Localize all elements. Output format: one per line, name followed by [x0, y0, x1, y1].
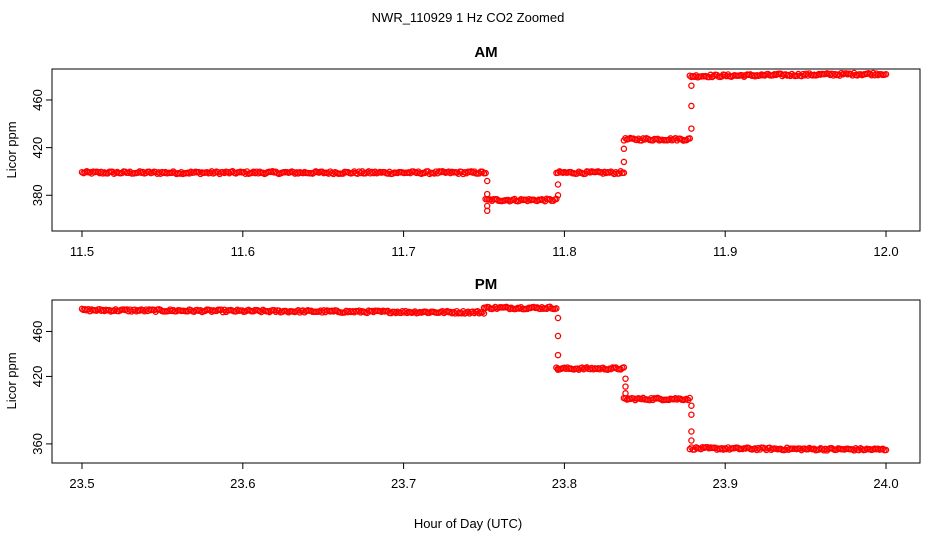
- pm-transition-point: [554, 351, 562, 359]
- pm-transition-point: [688, 428, 695, 435]
- am-transition-point: [688, 102, 695, 110]
- am-transition-point: [620, 158, 628, 166]
- pm-data-point: [882, 446, 890, 454]
- am-data-point: [482, 169, 489, 177]
- pm-transition-point: [622, 383, 629, 390]
- am-transition-point: [483, 190, 491, 198]
- am-transition-point: [483, 207, 491, 215]
- am-data-point: [683, 136, 690, 144]
- pm-data-points: [78, 303, 890, 454]
- am-transition-point: [620, 145, 628, 153]
- am-x-tick-label: 12.0: [873, 244, 898, 259]
- pm-y-tick-label: 420: [30, 366, 45, 388]
- am-data-point: [686, 135, 694, 142]
- am-transition-point: [554, 181, 562, 188]
- pm-data-point: [553, 305, 560, 312]
- pm-x-tick-label: 23.7: [391, 476, 416, 491]
- am-data-point: [617, 168, 624, 175]
- pm-transition-point: [622, 390, 629, 397]
- pm-x-tick-label: 23.8: [552, 476, 577, 491]
- pm-panel: PM Licor ppm 23.5 23.6 23.7 23.8 23.9 24.0 36…: [4, 276, 921, 491]
- am-panel: AM Licor ppm 11.5 11.6 11.7 11.8 11.9 12.0 38…: [4, 44, 921, 259]
- am-data-point: [882, 70, 890, 78]
- am-data-points: [78, 69, 890, 215]
- pm-x-axis: 23.5 23.6 23.7 23.8 23.9 24.0: [69, 462, 899, 491]
- pm-data-point: [620, 364, 628, 371]
- am-y-tick-label: 460: [30, 89, 45, 111]
- am-transition-point: [483, 177, 491, 185]
- am-plot-frame: [51, 68, 921, 232]
- pm-y-axis: 360 420 460: [30, 321, 53, 455]
- am-data-point: [553, 195, 560, 203]
- am-x-tick-label: 11.6: [231, 244, 255, 259]
- pm-y-axis-label: Licor ppm: [4, 352, 19, 409]
- pm-transition-point: [688, 402, 695, 409]
- pm-x-tick-label: 23.9: [713, 476, 738, 491]
- pm-transition-point: [688, 411, 695, 418]
- am-y-tick-label: 420: [30, 137, 45, 159]
- pm-transition-point: [554, 314, 562, 322]
- am-data-point: [620, 169, 628, 177]
- am-data-point: [479, 168, 486, 176]
- am-panel-title: AM: [474, 44, 497, 61]
- pm-transition-point: [688, 437, 695, 444]
- pm-transition-point: [554, 332, 562, 340]
- pm-x-tick-label: 24.0: [873, 476, 898, 491]
- am-y-tick-label: 380: [30, 184, 45, 206]
- pm-data-point: [686, 394, 694, 402]
- am-y-axis-label: Licor ppm: [4, 121, 19, 178]
- pm-data-point: [879, 445, 887, 453]
- pm-x-tick-label: 23.5: [69, 476, 94, 491]
- am-transition-point: [554, 192, 562, 199]
- pm-transition-point: [622, 375, 629, 382]
- pm-y-tick-label: 460: [30, 321, 45, 343]
- pm-panel-title: PM: [475, 276, 498, 293]
- am-x-axis: 11.5 11.6 11.7 11.8 11.9 12.0: [70, 230, 899, 259]
- x-axis-label: Hour of Day (UTC): [414, 516, 522, 531]
- am-x-tick-label: 11.9: [713, 244, 737, 259]
- pm-y-tick-label: 360: [30, 433, 45, 455]
- pm-x-tick-label: 23.6: [230, 476, 255, 491]
- figure-title: NWR_110929 1 Hz CO2 Zoomed: [372, 10, 565, 25]
- pm-plot-frame: [51, 299, 921, 464]
- am-x-tick-label: 11.8: [552, 244, 576, 259]
- pm-transition-point: [554, 366, 562, 373]
- am-transition-point: [688, 125, 695, 132]
- am-x-tick-label: 11.7: [391, 244, 415, 259]
- am-transition-point: [688, 82, 695, 89]
- am-y-axis: 380 420 460: [30, 89, 53, 206]
- am-x-tick-label: 11.5: [70, 244, 94, 259]
